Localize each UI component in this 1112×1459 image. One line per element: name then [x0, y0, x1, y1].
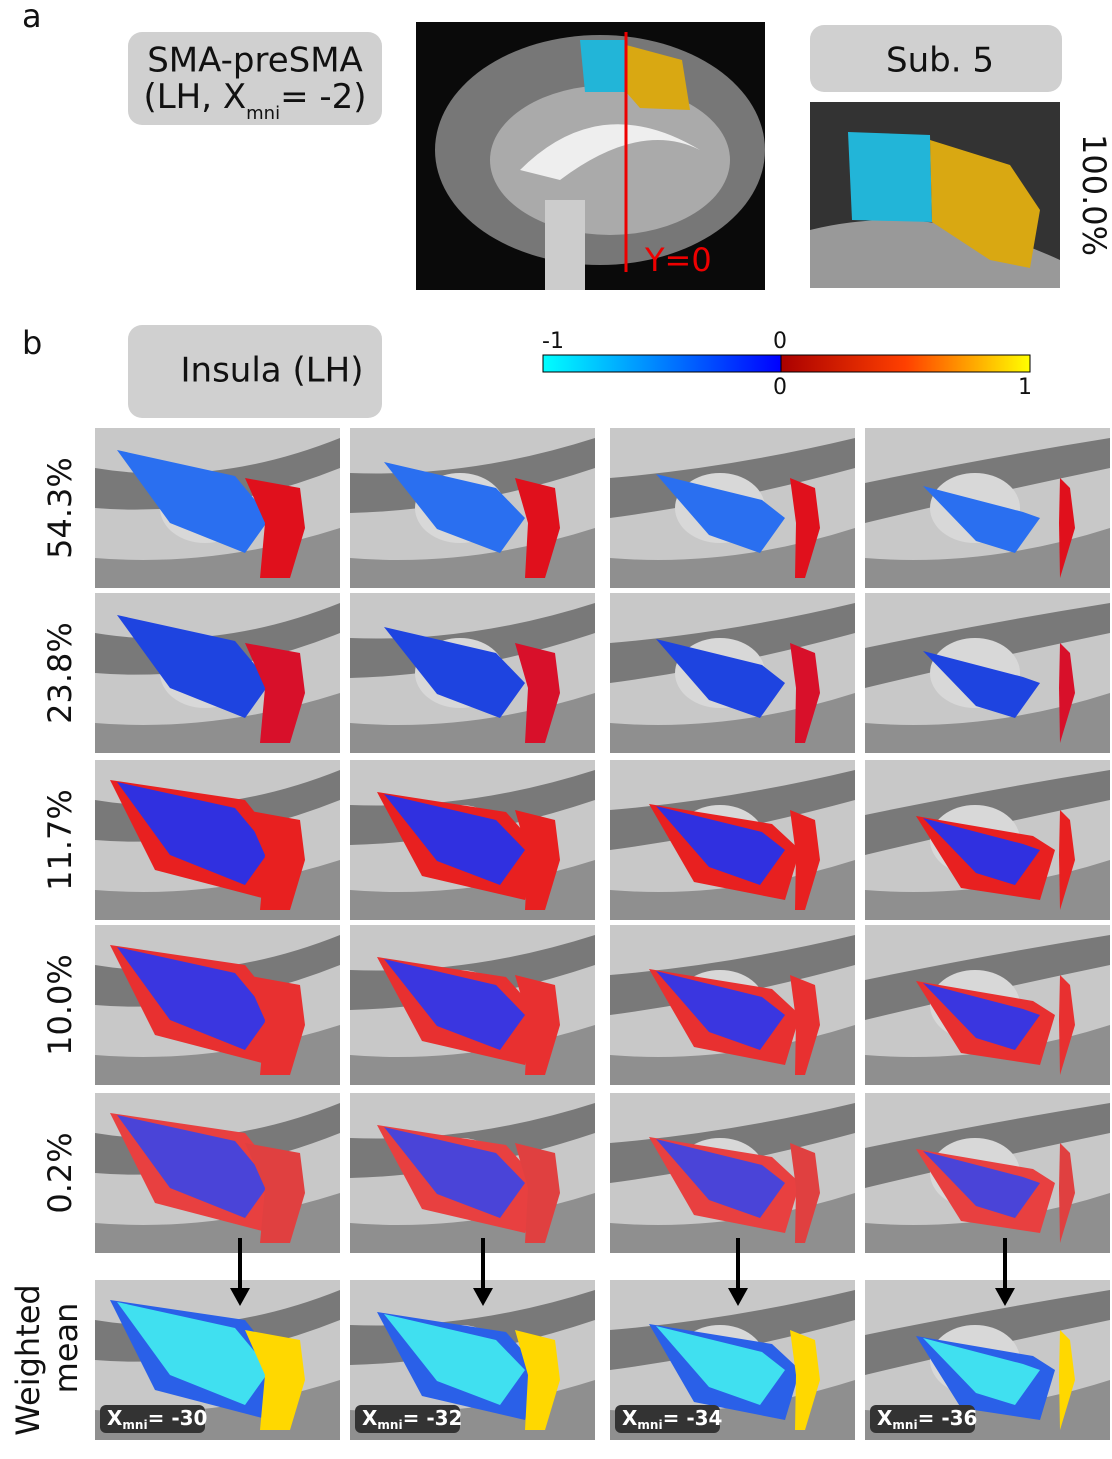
brain-tile: [95, 1093, 340, 1253]
coord-prefix: X: [362, 1406, 378, 1430]
brain-tile: [865, 428, 1110, 588]
brain-tile: [350, 428, 595, 588]
brain-tile: [350, 760, 595, 920]
row-label: 11.7%: [41, 789, 79, 891]
brain-tile: [865, 593, 1110, 753]
panel-label: a: [22, 0, 42, 35]
subject-percent: 100.0%: [1075, 134, 1112, 256]
brain-tile: [865, 925, 1110, 1085]
row-label: 23.8%: [41, 622, 79, 724]
colorbar-label: 1: [1018, 375, 1032, 400]
brain-tile: Xmni= -36: [865, 1238, 1110, 1440]
coord-sub: mni: [892, 1418, 917, 1432]
coord-label: Xmni= -36: [877, 1406, 977, 1432]
coord-prefix: X: [622, 1406, 638, 1430]
brain-tile: Xmni= -30: [95, 1238, 340, 1440]
coord-sub: mni: [377, 1418, 402, 1432]
colorbar-label: 0: [773, 375, 787, 400]
coord-value: = -32: [403, 1406, 463, 1430]
coord-prefix: X: [877, 1406, 893, 1430]
region-name: Insula (LH): [181, 351, 364, 391]
brain-tile: [95, 593, 340, 753]
coord-label: Xmni= -32: [362, 1406, 462, 1432]
brain-tile: [95, 760, 340, 920]
coord-value: = -34: [663, 1406, 723, 1430]
brain-tile: [865, 1093, 1110, 1253]
region-name: SMA-preSMA: [147, 41, 363, 81]
brain-tile: Xmni= -32: [350, 1238, 595, 1440]
row-label: 0.2%: [41, 1132, 79, 1213]
brain-tile: [350, 1093, 595, 1253]
brain-tile: [610, 925, 855, 1085]
coord-prefix: X: [107, 1406, 123, 1430]
colorbar: [543, 355, 1030, 372]
slice-label: Y=0: [644, 241, 712, 279]
subject-image: [810, 102, 1060, 288]
coord-value: = -36: [918, 1406, 978, 1430]
brain-tile: [95, 925, 340, 1085]
figure: a SMA-preSMA (LH, Xmni= -2) Y=0 Sub. 5 1…: [0, 0, 1112, 1459]
colorbar-label: 0: [773, 329, 787, 354]
row-label: 54.3%: [41, 457, 79, 559]
brain-tile: [610, 593, 855, 753]
brain-tile: [350, 593, 595, 753]
panel-label: b: [22, 324, 42, 362]
brain-tile: Xmni= -34: [610, 1238, 855, 1440]
brain-tile: [865, 760, 1110, 920]
brain-tile: [95, 428, 340, 588]
coord-sub: mni: [637, 1418, 662, 1432]
row-label: mean: [47, 1303, 85, 1394]
subject-label: Sub. 5: [886, 41, 994, 81]
coord-label: Xmni= -30: [107, 1406, 207, 1432]
brain-tile: [610, 1093, 855, 1253]
sagittal-image: [416, 22, 765, 290]
brain-tile: [610, 428, 855, 588]
brain-tile: [610, 760, 855, 920]
coord-sub: mni: [122, 1418, 147, 1432]
colorbar-label: -1: [542, 329, 564, 354]
row-label: 10.0%: [41, 954, 79, 1056]
coord-value: = -30: [148, 1406, 208, 1430]
row-label: Weighted: [9, 1284, 47, 1435]
coord-label: Xmni= -34: [622, 1406, 722, 1432]
brain-tile: [350, 925, 595, 1085]
